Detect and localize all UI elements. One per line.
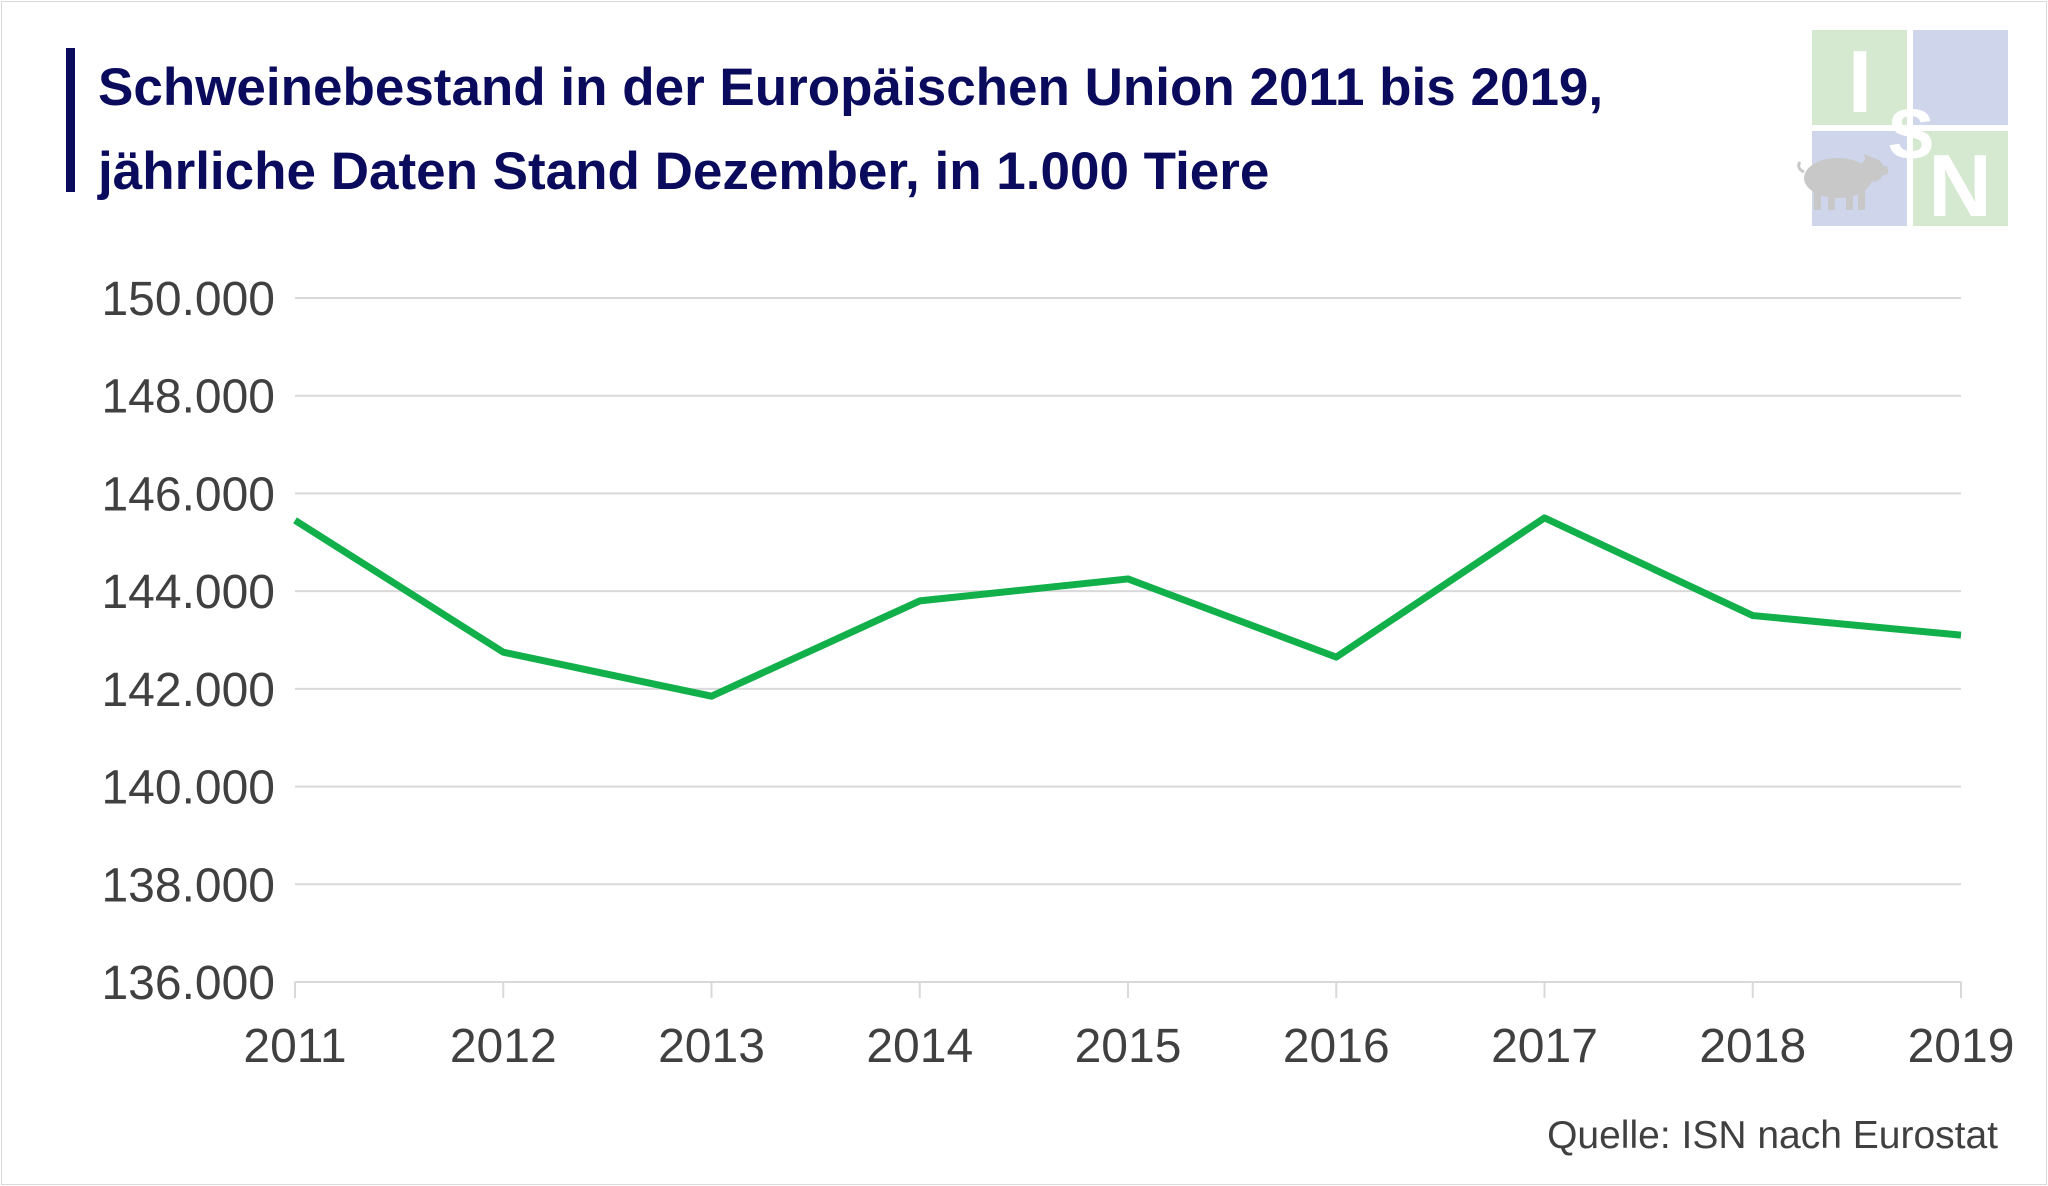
y-tick-label: 138.000 — [101, 859, 275, 912]
isn-logo: I S N — [1797, 30, 2008, 230]
x-tick-label: 2018 — [1699, 1020, 1806, 1073]
logo-letter-i: I — [1848, 32, 1872, 131]
x-tick-label: 2015 — [1075, 1020, 1182, 1073]
logo-tile-bottom-right — [1913, 131, 2008, 226]
y-tick-label: 150.000 — [101, 273, 275, 326]
y-tick-label: 148.000 — [101, 371, 275, 424]
y-tick-label: 142.000 — [101, 664, 275, 717]
source-note: Quelle: ISN nach Eurostat — [1547, 1114, 1998, 1157]
series-line — [293, 514, 1962, 700]
x-tick-label: 2019 — [1908, 1020, 2015, 1073]
y-tick-label: 140.000 — [101, 762, 275, 815]
y-tick-label: 136.000 — [101, 957, 275, 1010]
logo-letter-n: N — [1928, 136, 1992, 230]
chart-title: Schweinebestand in der Europäischen Unio… — [98, 58, 1604, 201]
x-tick-label: 2012 — [450, 1020, 557, 1073]
logo-letter-s: S — [1888, 95, 1935, 173]
x-tick-label: 2014 — [866, 1020, 973, 1073]
x-tick-label: 2016 — [1283, 1020, 1390, 1073]
logo-tile-top-right — [1913, 30, 2008, 125]
x-tick-label: 2017 — [1491, 1020, 1598, 1073]
x-tick-label: 2011 — [243, 1020, 346, 1073]
x-tick-label: 2013 — [658, 1020, 765, 1073]
pig-icon — [1797, 154, 1888, 210]
logo-tile-top-left — [1812, 30, 1907, 125]
y-tick-label: 144.000 — [101, 566, 275, 619]
title-accent-bar — [66, 48, 75, 192]
y-tick-label: 146.000 — [101, 468, 275, 521]
